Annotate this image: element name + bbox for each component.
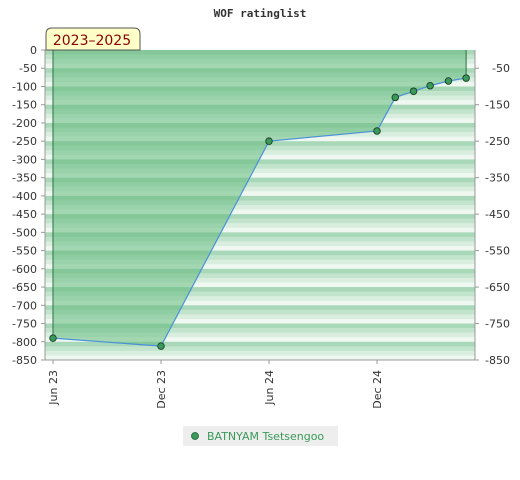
y-left-tick-label: -50: [19, 62, 37, 75]
rating-area: [52, 50, 467, 347]
grid-band: [45, 163, 475, 169]
y-left-tick-label: -750: [12, 318, 37, 331]
grid-band: [45, 159, 475, 165]
grid-band: [45, 328, 475, 333]
x-tick-label: Jun 23: [47, 370, 60, 406]
grid-band: [45, 173, 475, 178]
grid-band: [45, 341, 475, 347]
y-left-tick-label: -250: [12, 135, 37, 148]
x-tick-label: Dec 24: [371, 370, 384, 409]
x-tick-label: Jun 24: [263, 370, 276, 406]
y-left-tick-label: -350: [12, 172, 37, 185]
data-point: [49, 334, 57, 342]
legend-label: BATNYAM Tsetsengoo: [207, 430, 324, 443]
y-left-tick-label: -400: [12, 190, 37, 203]
x-axis-ticks: Jun 23 Dec 23 Jun 24 Dec 24: [47, 360, 384, 409]
y-right-tick-label: -450: [485, 208, 510, 221]
grid-band: [45, 246, 475, 251]
grid-band: [45, 305, 475, 311]
grid-band: [45, 232, 475, 238]
y-left-tick-label: 0: [30, 44, 37, 57]
y-left-tick-label: -600: [12, 263, 37, 276]
y-right-tick-label: -50: [492, 62, 510, 75]
grid-band: [45, 314, 475, 320]
y-left-tick-label: -800: [12, 336, 37, 349]
grid-band: [45, 195, 475, 201]
data-point: [373, 127, 381, 135]
y-right-tick-label: -150: [485, 99, 510, 112]
y-right-tick-label: -250: [485, 135, 510, 148]
grid-band: [45, 296, 475, 302]
grid-band: [45, 332, 475, 338]
data-point: [426, 81, 434, 90]
data-point: [391, 93, 400, 102]
y-left-tick-label: -500: [12, 226, 37, 239]
grid-band: [45, 323, 475, 329]
legend: BATNYAM Tsetsengoo: [183, 426, 338, 446]
data-point: [409, 87, 418, 95]
grid-band: [45, 355, 475, 361]
y-left-tick-label: -200: [12, 117, 37, 130]
y-right-tick-label: -550: [485, 245, 510, 258]
period-badge: 2023–2025: [45, 27, 141, 51]
grid-band: [45, 337, 475, 343]
grid-band: [45, 250, 475, 256]
grid-band: [45, 350, 475, 356]
grid-band: [45, 168, 475, 174]
grid-band: [45, 268, 475, 274]
y-left-tick-label: -450: [12, 208, 37, 221]
grid-band: [45, 318, 475, 324]
grid-band: [45, 255, 475, 261]
y-left-tick-label: -700: [12, 299, 37, 312]
grid-band: [45, 300, 475, 306]
grid-band: [45, 309, 475, 315]
legend-marker: [191, 432, 199, 440]
grid-band: [45, 236, 475, 242]
data-points: [49, 74, 470, 350]
grid-band: [45, 241, 475, 247]
y-left-tick-label: -150: [12, 99, 37, 112]
grid-band: [45, 291, 475, 297]
y-right-tick-label: -350: [485, 172, 510, 185]
data-point: [462, 74, 470, 82]
chart-title: WOF ratinglist: [214, 7, 307, 20]
y-left-tick-label: -650: [12, 281, 37, 294]
y-right-tick-label: -750: [485, 318, 510, 331]
data-point: [444, 77, 453, 85]
grid-band: [45, 277, 475, 283]
grid-band: [45, 227, 475, 233]
x-tick-label: Dec 23: [155, 370, 168, 409]
grid-band: [45, 205, 475, 210]
grid-band: [45, 282, 475, 288]
grid-band: [45, 182, 475, 188]
period-badge-text: 2023–2025: [53, 33, 131, 49]
grid-band: [45, 214, 475, 219]
data-point: [157, 342, 165, 350]
grid-band: [45, 218, 475, 224]
grid-band: [45, 223, 475, 229]
data-point: [265, 137, 273, 145]
y-left-tick-label: -100: [12, 80, 37, 93]
y-left-tick-label: -300: [12, 153, 37, 166]
grid-band: [45, 177, 475, 183]
grid-band: [45, 186, 475, 192]
grid-band: [45, 209, 475, 215]
y-right-tick-label: -650: [485, 281, 510, 294]
grid-band: [45, 287, 475, 292]
y-left-tick-label: -550: [12, 245, 37, 258]
y-axis-right-ticks: -50 -150 -250 -350 -450 -550 -650 -750 -850: [475, 62, 510, 367]
grid-band: [45, 346, 475, 352]
y-left-tick-label: -850: [12, 354, 37, 367]
axes: [44, 50, 476, 361]
grid-band: [45, 264, 475, 270]
y-axis-left-ticks: 0 -50 -100 -150 -200 -250 -300 -350 -400 -450 -500…: [12, 44, 45, 367]
grid-band: [45, 259, 475, 265]
grid-band: [45, 273, 475, 279]
y-right-tick-label: -850: [485, 354, 510, 367]
grid-band: [45, 191, 475, 197]
grid-band: [45, 200, 475, 206]
rating-area-fill: [53, 50, 467, 347]
